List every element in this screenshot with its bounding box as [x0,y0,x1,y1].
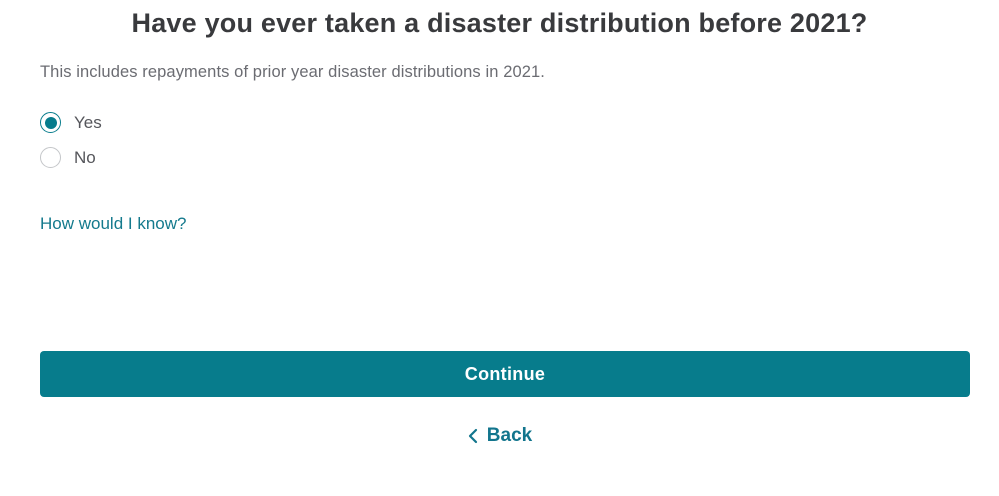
back-link[interactable]: Back [0,425,999,447]
radio-group: Yes No [40,112,959,168]
help-link[interactable]: How would I know? [40,214,187,233]
continue-button[interactable]: Continue [40,351,970,397]
page-title: Have you ever taken a disaster distribut… [131,8,868,38]
radio-unselected-icon[interactable] [40,147,61,168]
radio-option-label: Yes [74,112,102,132]
back-link-label: Back [486,425,533,446]
page-subtitle: This includes repayments of prior year d… [40,63,545,81]
radio-dot [44,116,57,129]
chevron-left-icon [467,428,478,444]
radio-option-label: No [74,147,96,167]
radio-selected-icon[interactable] [40,112,61,133]
radio-dot [45,152,57,164]
radio-option-yes[interactable]: Yes [40,112,102,133]
radio-option-no[interactable]: No [40,147,96,168]
